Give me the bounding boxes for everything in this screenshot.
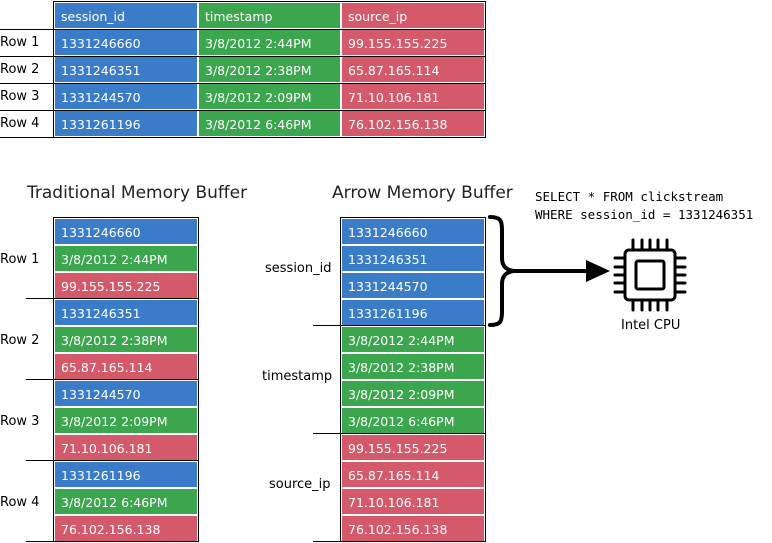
sql-line-2: WHERE session_id = 1331246351	[535, 207, 754, 222]
buffer-cell: 76.102.156.138	[341, 515, 485, 542]
buffer-cell: 3/8/2012 6:46PM	[341, 407, 485, 434]
sql-query: SELECT * FROM clickstream WHERE session_…	[535, 188, 753, 224]
table-border	[0, 137, 486, 138]
buffer-border	[26, 541, 199, 542]
buffer-cell: 1331244570	[341, 272, 485, 299]
table-cell: 1331246351	[54, 56, 198, 83]
buffer-border	[340, 217, 341, 542]
table-border	[0, 29, 486, 30]
table-border	[485, 1, 486, 138]
table-border	[0, 83, 486, 84]
table-cell: 1331246660	[54, 29, 198, 56]
trad-row-label: Row 3	[0, 414, 40, 429]
buffer-cell: 3/8/2012 2:44PM	[341, 326, 485, 353]
buffer-cell: 1331246351	[341, 245, 485, 272]
cpu-chip-icon	[613, 238, 687, 312]
buffer-cell: 65.87.165.114	[54, 353, 198, 380]
buffer-border	[313, 541, 486, 542]
buffer-cell: 1331246660	[341, 218, 485, 245]
buffer-border	[26, 298, 199, 299]
buffer-cell: 65.87.165.114	[341, 461, 485, 488]
trad-row-label: Row 4	[0, 495, 40, 510]
buffer-cell: 99.155.155.225	[54, 272, 198, 299]
table-cell: 99.155.155.225	[341, 29, 485, 56]
buffer-border	[54, 217, 199, 218]
buffer-cell: 3/8/2012 2:09PM	[54, 407, 198, 434]
table-cell: 65.87.165.114	[341, 56, 485, 83]
curly-brace	[488, 215, 515, 327]
buffer-cell: 1331246660	[54, 218, 198, 245]
trad-row-label: Row 2	[0, 333, 40, 348]
table-cell: 71.10.106.181	[341, 83, 485, 110]
buffer-cell: 3/8/2012 2:44PM	[54, 245, 198, 272]
buffer-border	[313, 325, 486, 326]
table-border	[0, 56, 486, 57]
arrow-group-label: session_id	[265, 261, 332, 276]
table-cell: 1331244570	[54, 83, 198, 110]
buffer-cell: 1331261196	[341, 299, 485, 326]
table-cell: 76.102.156.138	[341, 110, 485, 137]
buffer-cell: 99.155.155.225	[341, 434, 485, 461]
table-cell: 3/8/2012 2:09PM	[198, 83, 341, 110]
table-border	[54, 1, 486, 2]
table-cell: 3/8/2012 2:38PM	[198, 56, 341, 83]
buffer-border	[26, 460, 199, 461]
arrow-group-label: timestamp	[262, 369, 333, 384]
buffer-cell: 3/8/2012 6:46PM	[54, 488, 198, 515]
top-row-label: Row 3	[0, 89, 40, 104]
header-session-id: session_id	[54, 2, 198, 29]
arrow-group-label: source_ip	[269, 477, 331, 492]
trad-row-label: Row 1	[0, 252, 40, 267]
buffer-border	[198, 217, 199, 542]
buffer-border	[26, 379, 199, 380]
buffer-cell: 1331244570	[54, 380, 198, 407]
buffer-cell: 71.10.106.181	[54, 434, 198, 461]
table-cell: 3/8/2012 2:44PM	[198, 29, 341, 56]
cpu-label: Intel CPU	[621, 318, 681, 333]
buffer-cell: 1331261196	[54, 461, 198, 488]
header-timestamp: timestamp	[198, 2, 341, 29]
top-row-label: Row 1	[0, 35, 40, 50]
buffer-border	[341, 217, 486, 218]
buffer-cell: 76.102.156.138	[54, 515, 198, 542]
top-row-label: Row 2	[0, 62, 40, 77]
buffer-cell: 3/8/2012 2:38PM	[54, 326, 198, 353]
buffer-border	[53, 217, 54, 542]
table-border	[0, 110, 486, 111]
arrow-buffer-title: Arrow Memory Buffer	[332, 183, 513, 203]
table-cell: 3/8/2012 6:46PM	[198, 110, 341, 137]
buffer-cell: 71.10.106.181	[341, 488, 485, 515]
top-row-label: Row 4	[0, 116, 40, 131]
arrow-head-icon	[586, 260, 610, 282]
sql-line-1: SELECT * FROM clickstream	[535, 189, 724, 204]
buffer-cell: 3/8/2012 2:09PM	[341, 380, 485, 407]
brace-arrow-graphic	[488, 215, 610, 327]
table-border	[53, 1, 54, 138]
buffer-cell: 3/8/2012 2:38PM	[341, 353, 485, 380]
table-cell: 1331261196	[54, 110, 198, 137]
traditional-buffer-title: Traditional Memory Buffer	[27, 183, 248, 203]
header-source-ip: source_ip	[341, 2, 485, 29]
buffer-cell: 1331246351	[54, 299, 198, 326]
buffer-border	[313, 433, 486, 434]
buffer-border	[485, 217, 486, 542]
